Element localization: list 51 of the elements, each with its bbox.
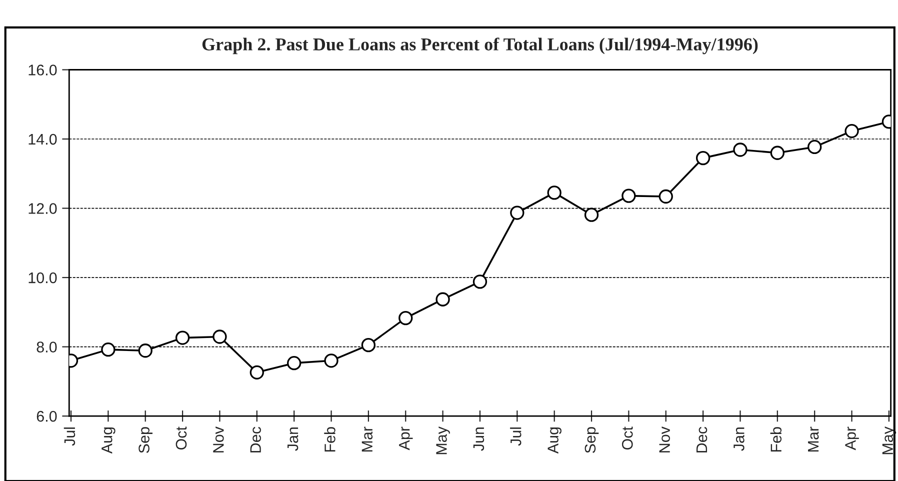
x-tick-label: Sep <box>584 427 599 453</box>
x-tick-label: Jul <box>510 428 522 446</box>
x-tick-label: May <box>436 426 450 454</box>
y-tick-label: 6.0 <box>36 410 57 422</box>
x-tick-label: Mar <box>808 426 819 452</box>
x-tick-label: Mar <box>362 426 373 452</box>
point <box>733 142 748 157</box>
point <box>324 354 338 368</box>
x-tick-label: Nov <box>213 426 224 452</box>
point <box>770 146 785 160</box>
point <box>436 292 450 306</box>
x-tick-label: Feb <box>324 427 336 452</box>
x-tick-label: Jan <box>288 427 298 451</box>
x-tick-label: Oct <box>176 426 187 450</box>
x-tick-label: Dec <box>250 426 262 452</box>
x-tick-label: Jul <box>64 428 76 446</box>
x-tick-label: Oct <box>622 426 633 450</box>
point <box>472 274 488 289</box>
point <box>175 330 190 345</box>
x-tick-label: Aug <box>102 427 116 454</box>
y-tick-label: 10.0 <box>28 272 57 284</box>
x-tick-label: Jan <box>734 427 744 451</box>
x-tick-label: Apr <box>399 426 413 450</box>
x-tick-label: Apr <box>845 426 859 450</box>
point <box>138 344 152 358</box>
point <box>547 186 562 200</box>
point <box>622 188 636 203</box>
point <box>584 208 599 222</box>
x-tick-label: Aug <box>548 427 562 454</box>
y-tick-label: 12.0 <box>28 203 57 214</box>
x-tick-label: Feb <box>770 427 782 452</box>
point <box>250 365 264 380</box>
point <box>287 356 302 370</box>
point <box>212 330 227 344</box>
point <box>658 189 673 204</box>
x-tick-label: Nov <box>659 426 670 452</box>
x-tick-label: May <box>882 426 896 454</box>
point <box>844 124 859 138</box>
x-tick-label: Jun <box>473 427 484 451</box>
point <box>808 140 822 154</box>
y-tick-label: 14.0 <box>28 134 57 145</box>
point <box>696 150 710 166</box>
point <box>510 206 524 220</box>
y-tick-label: 8.0 <box>36 342 57 352</box>
x-tick-label: Dec <box>696 426 708 452</box>
y-tick-label: 16.0 <box>28 64 57 76</box>
point <box>398 310 413 326</box>
point <box>101 342 116 357</box>
chart-title: Graph 2. Past Due Loans as Percent of Total Loans (Jul/1994-May/1996) <box>202 38 758 54</box>
x-tick-label: Sep <box>138 427 152 453</box>
point <box>361 338 376 352</box>
